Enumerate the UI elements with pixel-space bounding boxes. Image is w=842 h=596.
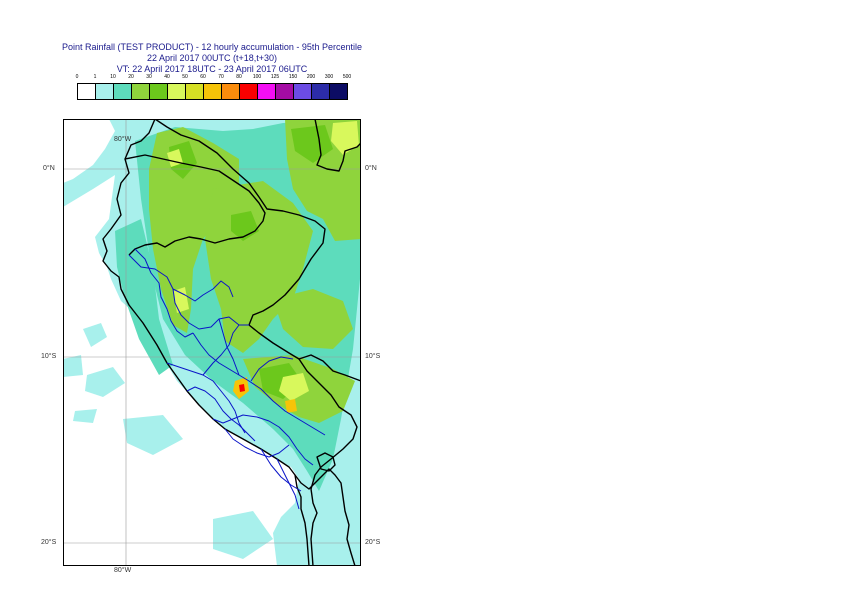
rain-patch [63, 355, 83, 377]
border-ecuador [124, 154, 266, 256]
rain-heavier [291, 125, 333, 163]
lon-label-bottom: 80°W [114, 567, 132, 574]
legend-color-swatch [113, 83, 132, 100]
legend-tick-label: 10 [110, 74, 116, 80]
rain-extreme [285, 399, 297, 413]
legend-color-swatch [131, 83, 150, 100]
rain-moderate [115, 219, 173, 375]
legend-tick-label: 100 [252, 74, 262, 80]
legend-color-swatch [185, 83, 204, 100]
admin-border [128, 254, 234, 302]
rain-patch [85, 367, 125, 397]
legend-color-swatch [293, 83, 312, 100]
legend-tick-label: 20 [128, 74, 134, 80]
validity-time-label: VT: 22 April 2017 18UTC - 23 April 2017 … [116, 64, 308, 74]
lat-label-20s-left: 20°S [41, 539, 57, 546]
admin-border [250, 356, 294, 382]
rain-patch [73, 409, 97, 423]
admin-border [172, 288, 249, 330]
map-panel: 80°W 80°W 0°N 0°N 10°S 10°S 20°S 20°S [41, 119, 380, 574]
coastline [102, 119, 310, 566]
admin-border [212, 414, 314, 466]
legend-color-swatch [203, 83, 222, 100]
legend-color-swatch [329, 83, 348, 100]
legend-tick-label: 1 [93, 74, 97, 80]
legend-color-swatch [275, 83, 294, 100]
border-chile [294, 468, 356, 566]
rain-heavy [273, 289, 353, 349]
ocean-area-north [63, 119, 115, 183]
border-brazil-peru [248, 324, 361, 382]
legend-color-swatch [257, 83, 276, 100]
legend-color-swatch [239, 83, 258, 100]
legend-color-swatch [221, 83, 240, 100]
legend-tick-label: 30 [146, 74, 152, 80]
rain-heavier [231, 211, 259, 241]
rain-heavy [149, 127, 239, 333]
rain-peak [239, 384, 245, 392]
rain-patch [213, 511, 273, 559]
admin-border [276, 458, 300, 510]
admin-border [192, 332, 326, 436]
title-block: Point Rainfall (TEST PRODUCT) - 12 hourl… [0, 42, 424, 75]
legend-color-swatch [167, 83, 186, 100]
lat-label-0n-right: 0°N [365, 165, 377, 172]
legend-tick-label: 60 [200, 74, 206, 80]
lon-label-top: 80°W [114, 136, 132, 143]
legend-tick-label: 200 [306, 74, 316, 80]
lat-label-10s-left: 10°S [41, 353, 57, 360]
legend-color-swatch [77, 83, 96, 100]
legend-tick-label: 50 [182, 74, 188, 80]
legend-tick-label: 40 [164, 74, 170, 80]
lat-label-0n-left: 0°N [43, 165, 55, 172]
rainfall-map [63, 119, 361, 566]
legend-color-swatch [149, 83, 168, 100]
legend-tick-label: 150 [288, 74, 298, 80]
legend-tick-label: 125 [270, 74, 280, 80]
legend-tick-label: 0 [75, 74, 79, 80]
admin-border [202, 324, 240, 376]
border-venezuela [314, 119, 361, 172]
border-bolivia [298, 358, 358, 566]
lake-titicaca [316, 452, 336, 472]
rain-very-heavy [331, 121, 359, 155]
rain-very-heavy [279, 373, 309, 401]
legend-tick-label: 80 [236, 74, 242, 80]
border-colombia [154, 119, 326, 326]
legend-color-swatch [311, 83, 330, 100]
lat-label-20s-right: 20°S [365, 539, 381, 546]
legend-color-swatch [95, 83, 114, 100]
legend-tick-label: 500 [342, 74, 352, 80]
legend-tick-label: 70 [218, 74, 224, 80]
map-frame [63, 119, 361, 566]
chart-title: Point Rainfall (TEST PRODUCT) - 12 hourl… [62, 42, 362, 52]
base-time-label: 22 April 2017 00UTC (t+18,t+30) [146, 53, 278, 63]
ocean-area [63, 175, 299, 566]
rain-patch [123, 415, 183, 455]
legend-tick-label: 300 [324, 74, 334, 80]
lat-label-10s-right: 10°S [365, 353, 381, 360]
admin-border [186, 386, 256, 442]
admin-border [134, 248, 194, 338]
rain-patch [83, 323, 107, 347]
color-legend: 0 1 10 20 30 40 50 60 70 80 100 125 150 200 300 500 [70, 74, 360, 104]
admin-border [260, 448, 302, 492]
admin-border [224, 428, 290, 458]
